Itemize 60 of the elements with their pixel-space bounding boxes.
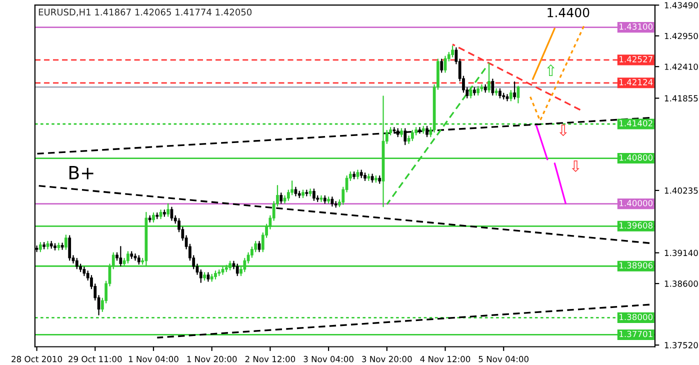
annotation: B+ xyxy=(69,166,94,180)
x-tick-label: 3 Nov 20:00 xyxy=(362,356,412,362)
ref-line-label: 1.40000 xyxy=(620,200,653,206)
x-tick-label: 1 Nov 20:00 xyxy=(187,356,237,362)
candlestick xyxy=(426,126,428,138)
ref-line-label: 1.37701 xyxy=(620,330,652,338)
candlestick xyxy=(280,192,283,204)
candlestick xyxy=(68,235,72,261)
candlestick xyxy=(513,81,516,100)
chart-title: EURUSD,H1 1.41867 1.42065 1.41774 1.42050 xyxy=(38,8,252,16)
y-tick-label: 1.42410 xyxy=(664,64,698,70)
x-tick-label: 3 Nov 04:00 xyxy=(304,356,354,362)
ref-line-label: 1.38000 xyxy=(620,314,653,320)
y-tick-label: 1.43490 xyxy=(664,2,698,8)
ref-line-label: 1.42527 xyxy=(620,56,652,62)
candlestick xyxy=(119,246,122,266)
annotation: ⇧ xyxy=(547,64,555,76)
candlestick xyxy=(60,242,64,250)
candlestick xyxy=(170,206,174,221)
candlestick xyxy=(404,128,407,146)
candlestick xyxy=(312,188,316,201)
candlestick xyxy=(491,78,494,96)
candlestick xyxy=(506,94,509,102)
candlestick xyxy=(126,251,130,264)
y-tick-label: 1.42950 xyxy=(664,32,698,40)
candlestick xyxy=(236,264,239,276)
candlestick xyxy=(64,234,68,250)
candlestick xyxy=(469,87,472,98)
y-tick-label: 1.41855 xyxy=(664,95,698,102)
annotation: ⇩ xyxy=(559,124,567,136)
candlestick xyxy=(410,130,414,142)
candlestick xyxy=(488,62,490,93)
candlestick xyxy=(38,242,42,252)
candlestick xyxy=(152,212,155,223)
candlestick xyxy=(498,88,502,98)
x-tick-label: 28 Oct 2010 xyxy=(12,356,62,362)
candlestick xyxy=(440,58,444,73)
ref-line-label: 1.40800 xyxy=(620,154,653,161)
ref-line-label: 1.43100 xyxy=(620,23,653,30)
candlestick xyxy=(509,90,512,102)
y-tick-label: 1.40235 xyxy=(664,187,698,194)
y-tick-label: 1.37520 xyxy=(664,342,698,348)
candlestick xyxy=(451,46,454,58)
x-tick-label: 5 Nov 04:00 xyxy=(478,356,528,362)
candlestick xyxy=(75,258,78,270)
x-tick-label: 1 Nov 04:00 xyxy=(128,356,178,362)
candlestick xyxy=(418,126,422,134)
x-tick-label: 2 Nov 12:00 xyxy=(245,356,296,362)
annotation: 1.4400 xyxy=(548,8,590,18)
ref-line-label: 1.39608 xyxy=(620,222,653,229)
y-tick-label: 1.39140 xyxy=(664,250,698,256)
ref-line-label: 1.41402 xyxy=(620,120,652,126)
ref-line-label: 1.42124 xyxy=(620,79,653,86)
ref-line-label: 1.38906 xyxy=(620,262,653,269)
annotation: ⇩ xyxy=(572,160,580,172)
candlestick xyxy=(134,253,137,261)
candlestick xyxy=(166,203,170,217)
x-tick-label: 4 Nov 12:00 xyxy=(420,356,470,362)
x-tick-label: 29 Oct 11:00 xyxy=(68,356,122,362)
y-tick-label: 1.38600 xyxy=(664,280,698,287)
